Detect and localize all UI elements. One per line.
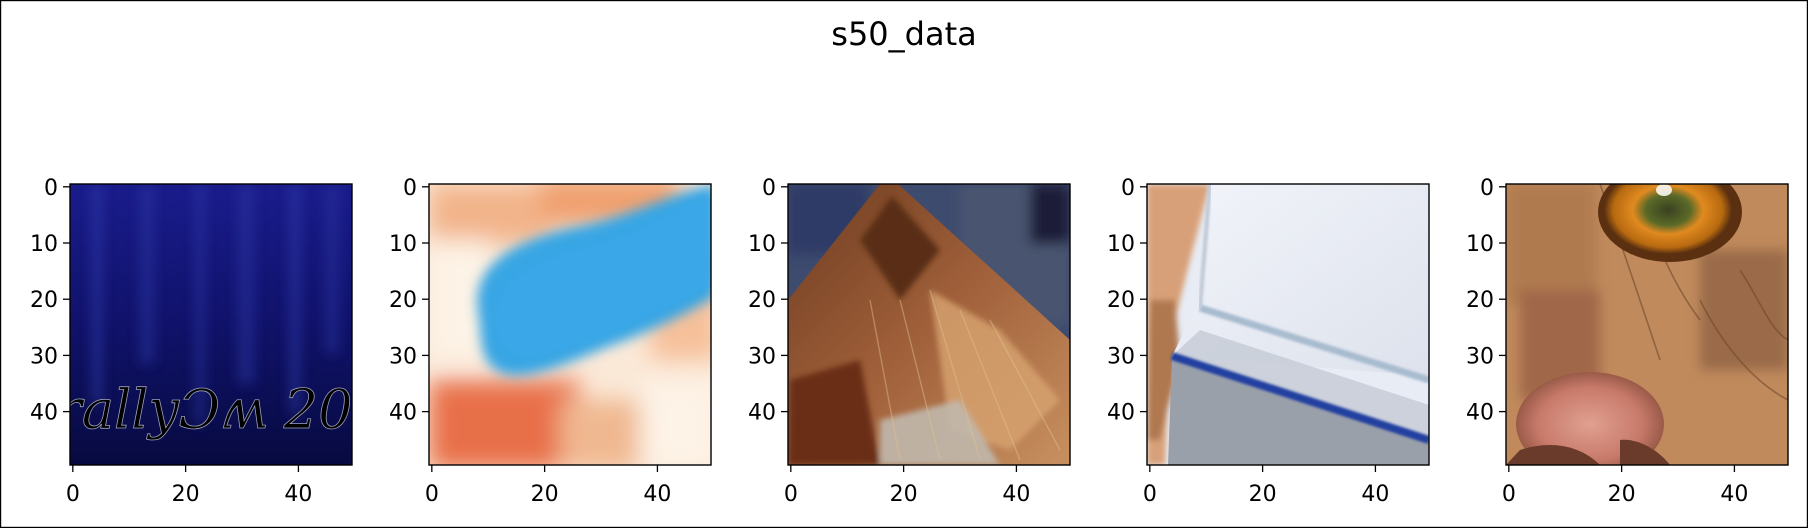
axes-layer: 0 20 40 0 10 20 30 40 0 20 40 0 10 20 30 40 0 20 40 0 10 20 30…: [30, 176, 1748, 507]
panel-5-ytick-label-40: 40: [1466, 401, 1494, 426]
panel-2-xtick-label-20: 20: [531, 482, 559, 507]
panel-3-ytick-label-40: 40: [748, 401, 776, 426]
panel-4-xtick-label-20: 20: [1249, 482, 1277, 507]
panel-4-ytick-label-40: 40: [1107, 401, 1135, 426]
panel-2-ytick-label-0: 0: [403, 176, 417, 201]
panel-3-ytick-label-20: 20: [748, 288, 776, 313]
panel-4-image: [1147, 184, 1429, 465]
panel-1: rallyƆʍ 200: [56, 183, 387, 466]
figure-title: s50_data: [831, 15, 976, 53]
panel-3-xtick-label-0: 0: [784, 482, 798, 507]
panel-3-ytick-label-30: 30: [748, 344, 776, 369]
panel-3-xtick-label-20: 20: [890, 482, 918, 507]
panel-2-frame: [428, 183, 712, 466]
panel-1-ytick-label-30: 30: [30, 344, 58, 369]
panel-4-ytick-label-10: 10: [1107, 232, 1135, 257]
panel-5-frame: [1505, 183, 1789, 466]
panel-1-image: rallyƆʍ 200: [56, 184, 387, 465]
panel-1-xtick-label-40: 40: [284, 482, 312, 507]
panel-3-image: [788, 184, 1070, 465]
panel-2-ytick-label-20: 20: [389, 288, 417, 313]
panel-5: [1505, 183, 1789, 466]
panel-3-frame: [787, 183, 1071, 466]
panel-1-ytick-label-0: 0: [44, 176, 58, 201]
panel-1-ytick-label-40: 40: [30, 401, 58, 426]
panel-5-xtick-label-20: 20: [1608, 482, 1636, 507]
panel-4-ytick-label-0: 0: [1121, 176, 1135, 201]
panel-1-ytick-label-20: 20: [30, 288, 58, 313]
panel-2-image: [429, 184, 711, 465]
panel-2-ytick-label-10: 10: [389, 232, 417, 257]
panel-1-ytick-label-10: 10: [30, 232, 58, 257]
panel-4-ytick-label-20: 20: [1107, 288, 1135, 313]
panel-5-ytick-label-0: 0: [1480, 176, 1494, 201]
panel-4-xtick-label-40: 40: [1361, 482, 1389, 507]
panel-1-overlay-text: rallyƆʍ 200: [56, 378, 387, 441]
panel-5-image: [1506, 184, 1788, 465]
panel-3-xtick-label-40: 40: [1002, 482, 1030, 507]
panel-5-xtick-label-0: 0: [1502, 482, 1516, 507]
panel-3-ytick-label-0: 0: [762, 176, 776, 201]
panel-1-frame: [69, 183, 353, 466]
panel-4: [1146, 183, 1430, 466]
panel-2-ytick-label-30: 30: [389, 344, 417, 369]
panel-4-ytick-label-30: 30: [1107, 344, 1135, 369]
panel-4-xtick-label-0: 0: [1143, 482, 1157, 507]
panel-1-xtick-label-20: 20: [172, 482, 200, 507]
panel-3: [787, 183, 1071, 466]
panel-5-xtick-label-40: 40: [1720, 482, 1748, 507]
panel-5-ytick-label-20: 20: [1466, 288, 1494, 313]
panel-2-ytick-label-40: 40: [389, 401, 417, 426]
panel-2-xtick-label-40: 40: [643, 482, 671, 507]
panel-2-xtick-label-0: 0: [425, 482, 439, 507]
panel-5-ytick-label-10: 10: [1466, 232, 1494, 257]
panel-5-ytick-label-30: 30: [1466, 344, 1494, 369]
panel-3-ytick-label-10: 10: [748, 232, 776, 257]
panel-1-xtick-label-0: 0: [66, 482, 80, 507]
panel-4-frame: [1146, 183, 1430, 466]
panel-2: [428, 183, 712, 466]
